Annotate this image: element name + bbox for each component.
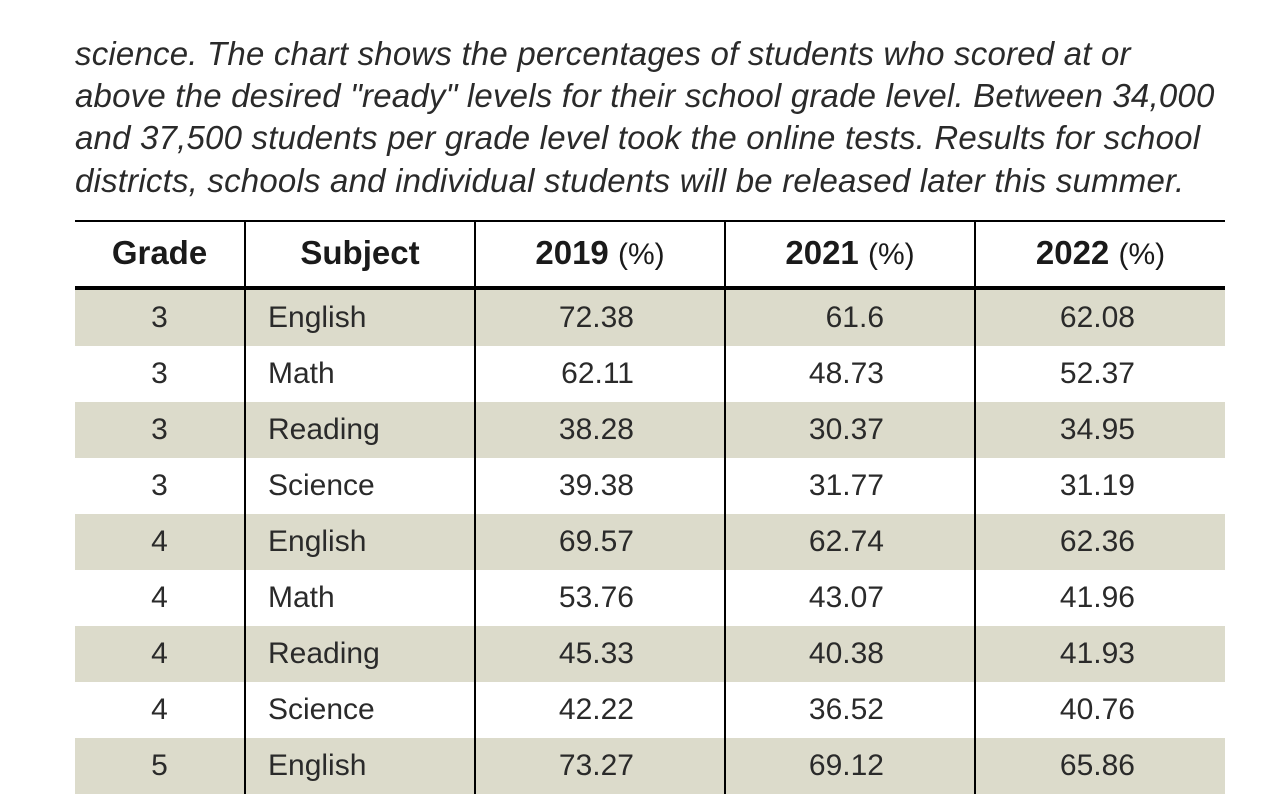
cell-grade: 3 <box>75 402 245 458</box>
column-header-label: Grade <box>112 234 207 271</box>
cell-y2022: 65.86 <box>975 738 1225 794</box>
cell-subject: Reading <box>245 402 475 458</box>
cell-y2021: 43.07 <box>725 570 975 626</box>
column-header-label: 2019 <box>535 234 608 271</box>
cell-grade: 4 <box>75 570 245 626</box>
column-header-subject: Subject <box>245 221 475 288</box>
cell-y2019: 38.28 <box>475 402 725 458</box>
table-row: 4English69.5762.7462.36 <box>75 514 1225 570</box>
column-header-pct: (%) <box>1118 238 1165 271</box>
table-row: 3Reading38.2830.3734.95 <box>75 402 1225 458</box>
cell-y2021: 62.74 <box>725 514 975 570</box>
column-header-label: Subject <box>300 234 419 271</box>
column-header-pct: (%) <box>618 238 665 271</box>
cell-subject: English <box>245 288 475 346</box>
column-header-y2022: 2022 (%) <box>975 221 1225 288</box>
cell-y2019: 39.38 <box>475 458 725 514</box>
table-row: 4Reading45.3340.3841.93 <box>75 626 1225 682</box>
cell-y2021: 48.73 <box>725 346 975 402</box>
column-header-y2021: 2021 (%) <box>725 221 975 288</box>
table-row: 3Math62.1148.7352.37 <box>75 346 1225 402</box>
cell-subject: English <box>245 738 475 794</box>
column-header-label: 2021 <box>785 234 858 271</box>
table-row: 3Science39.3831.7731.19 <box>75 458 1225 514</box>
cell-y2021: 31.77 <box>725 458 975 514</box>
cell-y2022: 62.08 <box>975 288 1225 346</box>
table-row: 4Math53.7643.0741.96 <box>75 570 1225 626</box>
table-header: GradeSubject2019 (%)2021 (%)2022 (%) <box>75 221 1225 288</box>
cell-y2021: 36.52 <box>725 682 975 738</box>
cell-y2022: 41.93 <box>975 626 1225 682</box>
cell-subject: Math <box>245 570 475 626</box>
column-header-pct: (%) <box>868 238 915 271</box>
cell-y2022: 34.95 <box>975 402 1225 458</box>
cell-y2022: 31.19 <box>975 458 1225 514</box>
cell-y2021: 30.37 <box>725 402 975 458</box>
cell-grade: 5 <box>75 738 245 794</box>
cell-y2022: 40.76 <box>975 682 1225 738</box>
cell-y2019: 72.38 <box>475 288 725 346</box>
cell-y2019: 73.27 <box>475 738 725 794</box>
cell-y2019: 45.33 <box>475 626 725 682</box>
column-header-y2019: 2019 (%) <box>475 221 725 288</box>
table-body: 3English72.3861.662.083Math62.1148.7352.… <box>75 288 1225 794</box>
column-header-grade: Grade <box>75 221 245 288</box>
cell-y2021: 40.38 <box>725 626 975 682</box>
cell-subject: Science <box>245 682 475 738</box>
cell-grade: 4 <box>75 626 245 682</box>
cell-grade: 4 <box>75 682 245 738</box>
cell-grade: 4 <box>75 514 245 570</box>
table-row: 5English73.2769.1265.86 <box>75 738 1225 794</box>
cell-y2019: 42.22 <box>475 682 725 738</box>
intro-paragraph: science. The chart shows the percentages… <box>75 33 1218 202</box>
document-container: science. The chart shows the percentages… <box>0 33 1278 794</box>
cell-grade: 3 <box>75 288 245 346</box>
cell-subject: Reading <box>245 626 475 682</box>
column-header-label: 2022 <box>1036 234 1109 271</box>
cell-y2021: 69.12 <box>725 738 975 794</box>
cell-grade: 3 <box>75 458 245 514</box>
cell-y2022: 41.96 <box>975 570 1225 626</box>
cell-subject: Math <box>245 346 475 402</box>
cell-y2019: 62.11 <box>475 346 725 402</box>
cell-y2019: 53.76 <box>475 570 725 626</box>
cell-grade: 3 <box>75 346 245 402</box>
cell-y2021: 61.6 <box>725 288 975 346</box>
table-row: 4Science42.2236.5240.76 <box>75 682 1225 738</box>
cell-subject: English <box>245 514 475 570</box>
cell-subject: Science <box>245 458 475 514</box>
cell-y2022: 52.37 <box>975 346 1225 402</box>
cell-y2019: 69.57 <box>475 514 725 570</box>
scores-table: GradeSubject2019 (%)2021 (%)2022 (%) 3En… <box>75 220 1225 794</box>
table-row: 3English72.3861.662.08 <box>75 288 1225 346</box>
cell-y2022: 62.36 <box>975 514 1225 570</box>
